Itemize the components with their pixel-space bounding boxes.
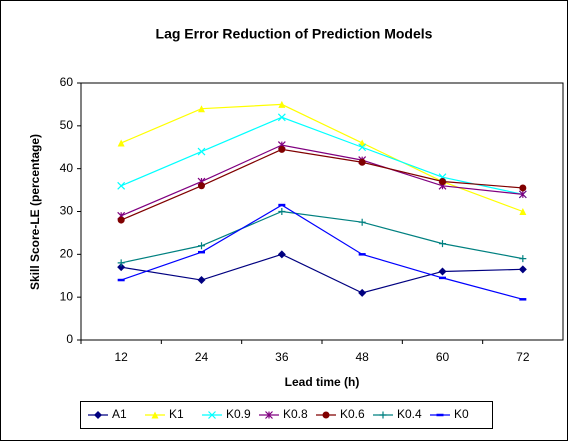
x-tick-label: 36 <box>275 350 289 364</box>
series-line <box>121 253 523 294</box>
marker <box>358 143 367 152</box>
marker <box>117 259 125 267</box>
y-tick-label: 20 <box>60 247 74 261</box>
marker <box>438 267 447 276</box>
marker <box>198 182 205 190</box>
series-line <box>120 204 523 300</box>
series-line <box>120 116 523 195</box>
y-axis-label: Skill Score-LE (percentage) <box>28 134 42 290</box>
marker <box>117 263 126 272</box>
legend-label: A1 <box>112 407 127 421</box>
chart-title: Lag Error Reduction of Prediction Models <box>156 26 433 42</box>
y-tick-label: 30 <box>60 204 74 218</box>
x-tick-label: 12 <box>114 350 128 364</box>
marker <box>278 145 286 153</box>
marker <box>117 216 125 224</box>
x-tick-label: 72 <box>516 350 530 364</box>
legend-label: K0.8 <box>283 407 308 421</box>
x-axis-label: Lead time (h) <box>285 375 360 389</box>
marker <box>322 411 330 419</box>
marker <box>117 139 125 147</box>
y-tick-label: 40 <box>60 161 74 175</box>
marker <box>518 190 527 199</box>
marker <box>519 184 527 192</box>
marker <box>198 242 205 250</box>
legend-label: K0.9 <box>226 407 251 421</box>
marker <box>278 208 286 215</box>
marker <box>519 255 527 263</box>
x-tick-label: 24 <box>195 350 209 364</box>
x-tick-label: 48 <box>355 350 369 364</box>
marker <box>151 411 159 419</box>
y-tick-label: 50 <box>60 118 74 132</box>
marker <box>197 276 206 285</box>
marker <box>197 147 206 156</box>
marker <box>518 265 527 274</box>
x-tick-label: 60 <box>436 350 450 364</box>
series-line <box>120 103 524 213</box>
y-tick-label: 0 <box>66 332 73 346</box>
marker <box>358 288 367 297</box>
legend-label: K0 <box>454 407 469 421</box>
marker <box>278 100 286 108</box>
marker <box>358 158 366 166</box>
marker <box>379 411 387 419</box>
legend-label: K0.4 <box>397 407 422 421</box>
marker <box>439 178 446 186</box>
marker <box>94 411 102 419</box>
series-line <box>120 148 523 221</box>
marker <box>265 411 273 419</box>
series-line <box>120 144 523 217</box>
marker <box>208 411 216 419</box>
marker <box>519 208 527 215</box>
marker <box>277 250 286 259</box>
y-tick-label: 10 <box>60 289 74 303</box>
marker <box>198 105 205 113</box>
marker <box>277 113 286 122</box>
legend-label: K1 <box>169 407 184 421</box>
y-tick-label: 60 <box>60 75 74 89</box>
marker <box>439 240 446 248</box>
marker <box>117 181 126 190</box>
marker <box>358 218 366 226</box>
legend-label: K0.6 <box>340 407 365 421</box>
series-line <box>121 210 523 264</box>
